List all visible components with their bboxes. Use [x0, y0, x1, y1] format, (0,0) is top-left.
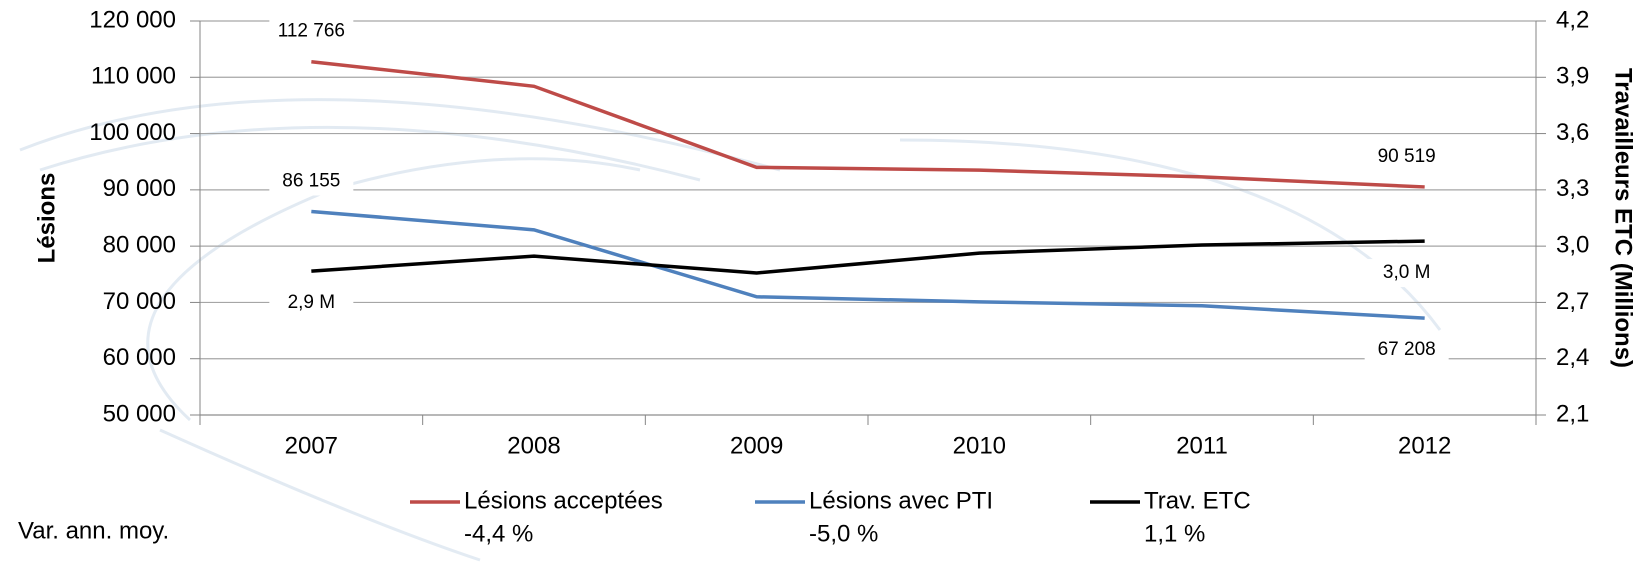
data-label: 3,0 M — [1383, 262, 1431, 283]
y-tick-label: 70 000 — [103, 288, 176, 315]
x-tick-label: 2011 — [1176, 432, 1228, 459]
data-label-bg — [269, 289, 354, 318]
legend-label: Lésions acceptées — [464, 487, 663, 514]
annotation: Var. ann. moy. — [18, 517, 169, 544]
data-label-bg — [269, 17, 354, 46]
data-label: 112 766 — [278, 21, 345, 42]
legend-note: 1,1 % — [1144, 520, 1205, 547]
x-tick-label: 2007 — [285, 432, 338, 459]
data-label-bg — [1364, 142, 1449, 171]
data-label: 90 519 — [1378, 146, 1436, 167]
legend-label: Lésions avec PTI — [809, 487, 993, 514]
data-label: 67 208 — [1378, 339, 1436, 360]
y-axis-title: Lésions — [33, 173, 60, 264]
y2-axis-title: Travailleurs ETC (Millions) — [1610, 68, 1637, 368]
y2-tick-label: 4,2 — [1556, 6, 1589, 33]
y-tick-label: 60 000 — [103, 344, 176, 371]
x-tick-label: 2012 — [1398, 432, 1451, 459]
y-tick-label: 120 000 — [89, 6, 176, 33]
series-line — [311, 239, 1425, 275]
data-label: 2,9 M — [288, 292, 336, 313]
y-tick-label: 100 000 — [89, 119, 176, 146]
data-label-bg — [269, 167, 354, 196]
legend-note: -4,4 % — [464, 520, 533, 547]
legend-label: Trav. ETC — [1144, 487, 1251, 514]
y2-tick-label: 3,6 — [1556, 119, 1589, 146]
series-line — [311, 59, 1425, 189]
y-tick-label: 90 000 — [103, 175, 176, 202]
y-tick-label: 50 000 — [103, 400, 176, 427]
y-tick-label: 80 000 — [103, 231, 176, 258]
data-label-bg — [1364, 259, 1449, 288]
y-tick-label: 110 000 — [91, 63, 176, 90]
y2-tick-label: 2,7 — [1556, 288, 1589, 315]
y2-tick-label: 3,0 — [1556, 231, 1589, 258]
data-label-bg — [1364, 336, 1449, 365]
y2-tick-label: 2,4 — [1556, 344, 1589, 371]
x-tick-label: 2008 — [507, 432, 560, 459]
legend-note: -5,0 % — [809, 520, 878, 547]
x-tick-label: 2010 — [953, 432, 1006, 459]
y2-tick-label: 3,3 — [1556, 175, 1589, 202]
x-tick-label: 2009 — [730, 432, 783, 459]
y2-tick-label: 3,9 — [1556, 63, 1589, 90]
y2-tick-label: 2,1 — [1556, 400, 1589, 427]
data-label: 86 155 — [282, 171, 340, 192]
series-line — [311, 209, 1425, 320]
